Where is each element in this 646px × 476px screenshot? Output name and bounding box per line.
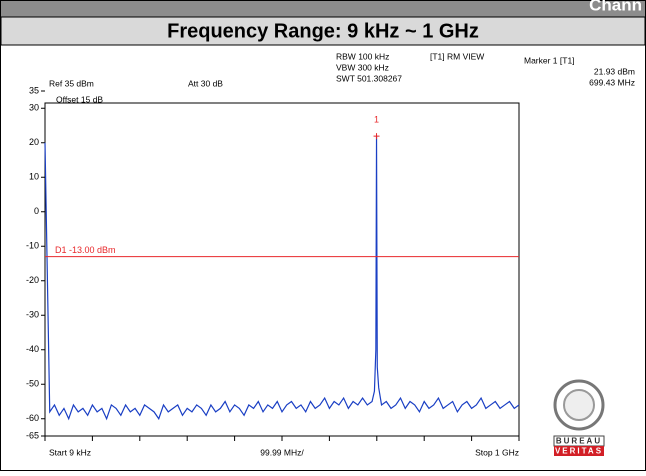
annotation: Ref 35 dBm: [49, 78, 94, 88]
logo-text: BUREAU: [556, 437, 602, 446]
y-tick-label: -10: [26, 241, 39, 251]
annotation: Stop 1 GHz: [475, 447, 519, 457]
annotation: 99.99 MHz/: [260, 447, 304, 457]
y-tick-label: 10: [29, 172, 39, 182]
annotation: 21.93 dBm: [594, 66, 635, 76]
logo-box-bottom: [554, 446, 604, 456]
annotation: RBW 100 kHz: [336, 51, 389, 61]
annotation: SWT 501.308267: [336, 73, 402, 83]
annotation: Marker 1 [T1]: [524, 55, 575, 65]
logo-text: VERITAS: [555, 447, 603, 456]
page-header: Chann: [589, 0, 642, 14]
y-tick-label: 20: [29, 137, 39, 147]
chart-title: Frequency Range: 9 kHz ~ 1 GHz: [167, 20, 479, 42]
annotation: VBW 300 kHz: [336, 62, 389, 72]
logo: BUREAU VERITAS: [553, 379, 605, 456]
y-tick-label: -60: [26, 413, 39, 423]
y-tick-label: -65: [26, 430, 39, 440]
logo-seal-inner: [563, 389, 595, 421]
annotation: Offset 15 dB: [56, 94, 103, 104]
marker: [373, 133, 380, 140]
header-bar: [1, 1, 645, 17]
y-tick-label: -30: [26, 310, 39, 320]
y-tick-label: -20: [26, 275, 39, 285]
y-tick-label: -40: [26, 344, 39, 354]
annotation: Start 9 kHz: [49, 447, 91, 457]
y-tick-label: -50: [26, 379, 39, 389]
marker-label: 1: [374, 114, 379, 124]
y-tick-label: 0: [34, 206, 39, 216]
y-tick-label: 35: [29, 85, 39, 95]
display-line-label: D1 -13.00 dBm: [55, 245, 116, 255]
trace: [44, 136, 520, 421]
annotation: 699.43 MHz: [589, 77, 635, 87]
y-tick-label: 30: [29, 103, 39, 113]
annotation: [T1] RM VIEW: [430, 51, 484, 61]
annotation: Att 30 dB: [188, 78, 223, 88]
title-band: [0, 16, 646, 46]
